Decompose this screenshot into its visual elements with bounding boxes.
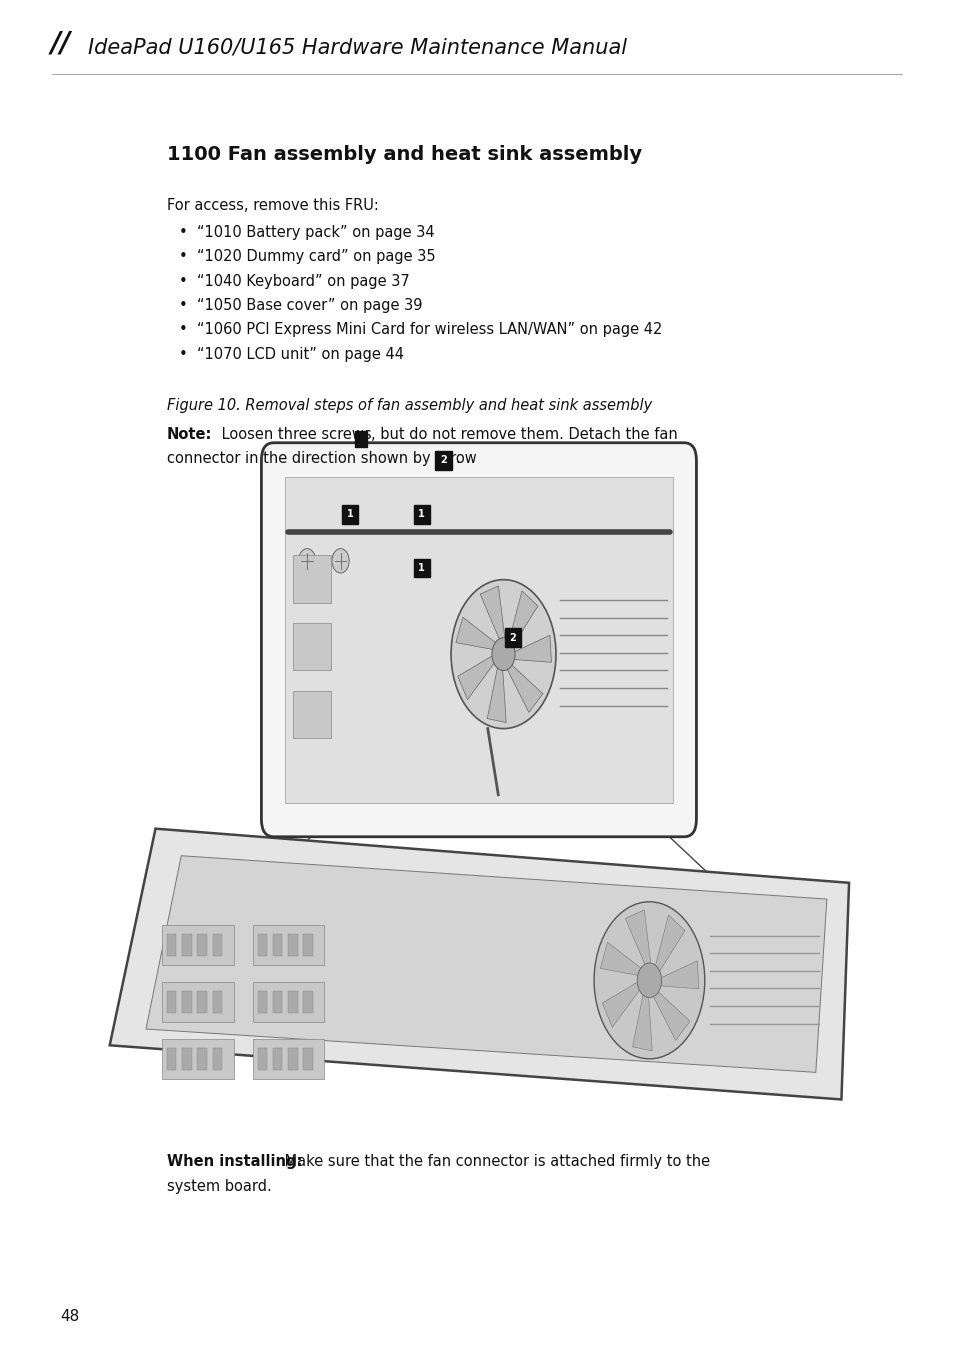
Polygon shape: [601, 982, 640, 1028]
FancyBboxPatch shape: [257, 991, 267, 1013]
FancyBboxPatch shape: [293, 691, 331, 738]
FancyBboxPatch shape: [288, 991, 297, 1013]
FancyBboxPatch shape: [167, 934, 176, 956]
FancyBboxPatch shape: [197, 934, 207, 956]
FancyBboxPatch shape: [261, 443, 696, 837]
Text: Note:: Note:: [167, 427, 213, 441]
Text: Make sure that the fan connector is attached firmly to the: Make sure that the fan connector is atta…: [279, 1154, 709, 1169]
FancyBboxPatch shape: [341, 505, 358, 524]
Text: 1: 1: [417, 509, 425, 519]
Text: IdeaPad U160/U165 Hardware Maintenance Manual: IdeaPad U160/U165 Hardware Maintenance M…: [88, 38, 626, 57]
FancyBboxPatch shape: [182, 1048, 192, 1070]
Text: connector in the direction shown by arrow: connector in the direction shown by arro…: [167, 451, 476, 466]
Text: , but do not remove them. Detach the fan: , but do not remove them. Detach the fan: [371, 427, 678, 441]
Polygon shape: [652, 990, 689, 1040]
FancyBboxPatch shape: [197, 991, 207, 1013]
FancyBboxPatch shape: [303, 1048, 313, 1070]
FancyBboxPatch shape: [504, 628, 520, 647]
Polygon shape: [457, 655, 495, 700]
Text: 2: 2: [439, 455, 447, 466]
Circle shape: [298, 548, 315, 573]
Text: 2: 2: [509, 632, 516, 643]
Text: •  “1010 Battery pack” on page 34: • “1010 Battery pack” on page 34: [179, 225, 435, 240]
Text: 1: 1: [346, 509, 354, 519]
Circle shape: [492, 638, 515, 670]
FancyBboxPatch shape: [288, 934, 297, 956]
Polygon shape: [632, 991, 652, 1051]
Polygon shape: [625, 910, 651, 967]
Polygon shape: [146, 856, 826, 1072]
FancyBboxPatch shape: [355, 431, 367, 447]
FancyBboxPatch shape: [273, 1048, 282, 1070]
FancyBboxPatch shape: [303, 934, 313, 956]
FancyBboxPatch shape: [288, 1048, 297, 1070]
Text: 1: 1: [417, 563, 425, 573]
FancyBboxPatch shape: [162, 925, 233, 965]
FancyBboxPatch shape: [167, 991, 176, 1013]
Text: •  “1070 LCD unit” on page 44: • “1070 LCD unit” on page 44: [179, 347, 404, 362]
FancyBboxPatch shape: [167, 1048, 176, 1070]
FancyBboxPatch shape: [253, 925, 324, 965]
FancyBboxPatch shape: [293, 623, 331, 670]
FancyBboxPatch shape: [257, 934, 267, 956]
Circle shape: [637, 963, 661, 998]
Text: Loosen three screws: Loosen three screws: [216, 427, 375, 441]
Text: For access, remove this FRU:: For access, remove this FRU:: [167, 198, 378, 213]
FancyBboxPatch shape: [435, 451, 452, 470]
Polygon shape: [110, 829, 848, 1099]
FancyBboxPatch shape: [413, 505, 429, 524]
FancyBboxPatch shape: [162, 982, 233, 1022]
Circle shape: [332, 548, 349, 573]
FancyBboxPatch shape: [182, 991, 192, 1013]
Polygon shape: [505, 663, 542, 712]
FancyBboxPatch shape: [303, 991, 313, 1013]
Polygon shape: [508, 590, 537, 647]
Polygon shape: [456, 617, 497, 650]
FancyBboxPatch shape: [213, 991, 222, 1013]
Text: •  “1050 Base cover” on page 39: • “1050 Base cover” on page 39: [179, 298, 422, 313]
Circle shape: [451, 580, 556, 728]
Text: Figure 10. Removal steps of fan assembly and heat sink assembly: Figure 10. Removal steps of fan assembly…: [167, 398, 652, 413]
Polygon shape: [512, 635, 551, 662]
FancyBboxPatch shape: [253, 1039, 324, 1079]
FancyBboxPatch shape: [273, 991, 282, 1013]
Text: When installing:: When installing:: [167, 1154, 302, 1169]
Text: //: //: [51, 30, 71, 57]
Polygon shape: [599, 942, 642, 976]
Text: 48: 48: [60, 1309, 79, 1324]
Polygon shape: [658, 961, 699, 988]
FancyBboxPatch shape: [162, 1039, 233, 1079]
Polygon shape: [654, 915, 684, 974]
Text: •  “1060 PCI Express Mini Card for wireless LAN/WAN” on page 42: • “1060 PCI Express Mini Card for wirele…: [179, 322, 662, 337]
FancyBboxPatch shape: [197, 1048, 207, 1070]
FancyBboxPatch shape: [293, 555, 331, 603]
Polygon shape: [487, 665, 506, 723]
FancyBboxPatch shape: [213, 1048, 222, 1070]
FancyBboxPatch shape: [413, 558, 429, 577]
FancyBboxPatch shape: [285, 477, 672, 803]
FancyBboxPatch shape: [257, 1048, 267, 1070]
Circle shape: [594, 902, 704, 1059]
FancyBboxPatch shape: [182, 934, 192, 956]
Text: •  “1020 Dummy card” on page 35: • “1020 Dummy card” on page 35: [179, 249, 436, 264]
Text: .: .: [455, 451, 459, 466]
FancyBboxPatch shape: [273, 934, 282, 956]
Text: 1100 Fan assembly and heat sink assembly: 1100 Fan assembly and heat sink assembly: [167, 145, 641, 164]
FancyBboxPatch shape: [253, 982, 324, 1022]
FancyBboxPatch shape: [213, 934, 222, 956]
Text: system board.: system board.: [167, 1179, 272, 1194]
Text: •  “1040 Keyboard” on page 37: • “1040 Keyboard” on page 37: [179, 274, 410, 288]
Polygon shape: [479, 586, 505, 642]
